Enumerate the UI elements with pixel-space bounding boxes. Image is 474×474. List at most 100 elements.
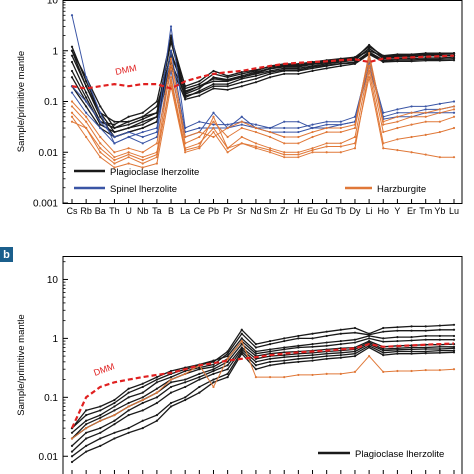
data-point — [410, 329, 413, 332]
data-point — [396, 126, 399, 130]
data-point — [452, 100, 456, 103]
data-point — [240, 123, 243, 126]
data-point — [410, 346, 413, 349]
plagioclase-lherzolite-line — [71, 341, 454, 447]
data-point — [198, 376, 201, 379]
data-point — [396, 326, 399, 329]
data-point — [226, 123, 229, 126]
data-point — [141, 159, 144, 162]
data-point — [155, 376, 158, 379]
data-point — [424, 59, 427, 62]
data-point — [452, 111, 456, 114]
data-point — [226, 135, 229, 139]
data-point — [311, 354, 314, 357]
data-point — [155, 153, 158, 156]
data-point — [226, 147, 229, 150]
data-point — [184, 378, 187, 381]
data-point — [268, 67, 272, 70]
data-point — [99, 135, 102, 139]
data-point — [410, 111, 413, 114]
data-point — [452, 52, 456, 55]
data-point — [368, 334, 371, 338]
data-point — [226, 368, 229, 371]
data-point — [382, 55, 385, 58]
data-point — [212, 120, 215, 123]
data-point — [141, 120, 144, 123]
data-point — [452, 126, 456, 130]
data-point — [410, 348, 413, 351]
data-point — [452, 57, 456, 60]
data-point — [325, 357, 328, 360]
x-tick-label-u: U — [125, 206, 132, 216]
data-point — [410, 336, 413, 339]
data-point — [339, 372, 342, 375]
data-point — [85, 450, 88, 453]
data-point — [283, 135, 286, 139]
data-point — [410, 369, 413, 373]
data-point — [424, 325, 427, 328]
data-point — [396, 347, 399, 350]
data-point — [169, 49, 173, 52]
data-point — [452, 347, 456, 350]
data-point — [424, 329, 427, 332]
data-point — [396, 120, 399, 123]
data-point — [438, 345, 441, 348]
data-point — [169, 401, 173, 405]
harzburgite-line — [71, 65, 455, 164]
data-point — [212, 126, 215, 130]
data-point — [438, 102, 441, 105]
data-point — [141, 398, 144, 402]
data-point — [438, 54, 441, 57]
data-point — [127, 156, 130, 159]
data-point — [452, 108, 456, 111]
data-point — [254, 352, 258, 355]
data-point — [283, 65, 286, 69]
data-point — [169, 25, 173, 28]
data-point — [254, 77, 258, 80]
x-tick-label-lu: Lu — [449, 206, 459, 216]
data-point — [283, 356, 286, 359]
x-tick-label-yb: Yb — [434, 206, 445, 216]
data-point — [396, 339, 399, 343]
data-point — [70, 91, 74, 94]
data-point — [226, 360, 229, 363]
data-point — [113, 166, 116, 169]
data-point — [70, 54, 74, 57]
data-point — [99, 419, 102, 422]
data-point — [198, 135, 201, 139]
data-point — [169, 34, 173, 37]
x-tick-label-ce: Ce — [194, 206, 206, 216]
data-point — [339, 354, 342, 357]
data-point — [198, 83, 201, 86]
data-point — [311, 123, 314, 126]
data-point — [339, 62, 342, 66]
x-tick-label-tb: Tb — [336, 206, 347, 216]
data-point — [155, 378, 158, 381]
data-point — [353, 350, 357, 353]
data-point — [410, 115, 413, 118]
data-point — [382, 349, 385, 352]
data-point — [297, 337, 300, 340]
data-point — [353, 348, 357, 351]
y-tick-label: 0.001 — [33, 199, 58, 210]
data-point — [155, 111, 158, 114]
data-point — [368, 45, 371, 48]
data-point — [297, 120, 300, 123]
data-point — [99, 437, 102, 440]
data-point — [70, 450, 74, 453]
data-point — [184, 90, 187, 93]
x-tick-label-tm: Tm — [419, 206, 432, 216]
data-point — [424, 115, 427, 118]
data-point — [70, 49, 74, 52]
data-point — [85, 126, 88, 130]
data-point — [127, 396, 130, 399]
data-point — [325, 372, 328, 375]
data-point — [184, 85, 187, 88]
data-point — [424, 334, 427, 338]
data-point — [424, 368, 427, 372]
data-point — [141, 427, 144, 430]
data-point — [127, 162, 130, 165]
data-point — [113, 135, 116, 139]
data-point — [254, 342, 258, 346]
data-point — [127, 401, 130, 405]
